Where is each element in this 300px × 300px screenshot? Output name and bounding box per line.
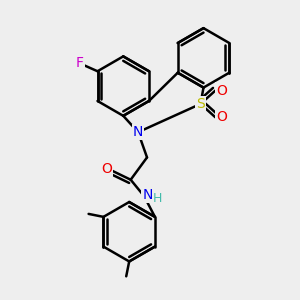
Text: O: O xyxy=(217,110,227,124)
Text: N: N xyxy=(142,188,153,202)
Text: F: F xyxy=(76,56,84,70)
Text: N: N xyxy=(133,125,143,139)
Text: H: H xyxy=(153,192,162,205)
Text: S: S xyxy=(196,97,205,111)
Text: O: O xyxy=(101,162,112,176)
Text: O: O xyxy=(217,84,227,98)
